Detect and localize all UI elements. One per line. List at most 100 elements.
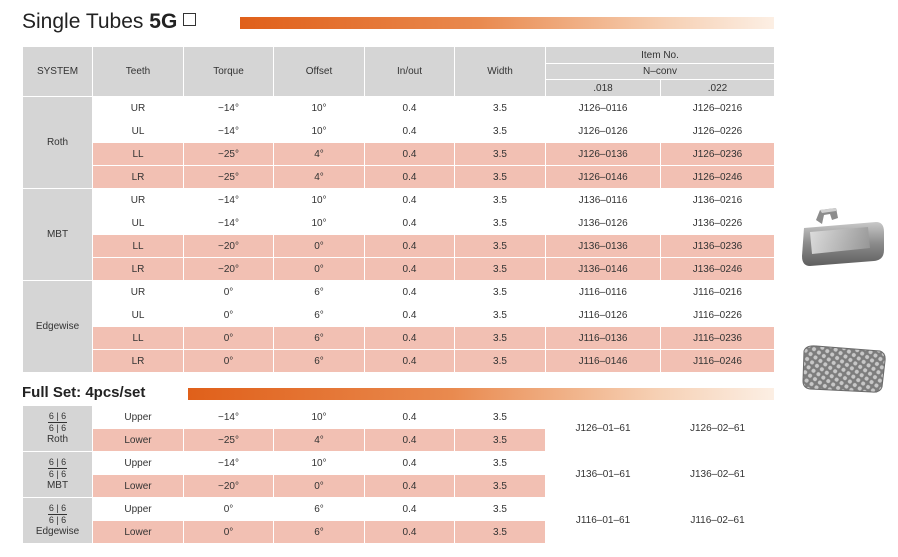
inout-cell: 0.4 [364,451,455,475]
width-cell: 3.5 [454,428,546,452]
teeth-cell: UL [92,303,184,327]
table-row: LR 0° 6° 0.4 3.5 J116–0146 J116–0246 [23,349,776,373]
torque-cell: −14° [183,451,274,475]
width-cell: 3.5 [454,303,546,327]
offset-cell: 10° [273,188,365,212]
width-cell: 3.5 [454,119,546,143]
item-018-cell: J136–0126 [545,211,661,235]
system-name-cell: Roth [22,96,93,189]
set-item-022-cell: J126–02–61 [660,405,775,452]
offset-cell: 10° [273,451,365,475]
torque-cell: 0° [183,520,274,544]
mesh-base-photo [802,345,886,393]
item-018-cell: J126–0116 [545,96,661,120]
width-cell: 3.5 [454,142,546,166]
inout-cell: 0.4 [364,142,455,166]
inout-cell: 0.4 [364,257,455,281]
header-teeth: Teeth [92,46,184,97]
offset-cell: 10° [273,119,365,143]
item-022-cell: J136–0236 [659,234,776,258]
table-row: Roth UR −14° 10° 0.4 3.5 J126–0116 J126–0216 [22,96,776,189]
torque-cell: −25° [183,165,274,189]
fraction-upper: 6 | 6 [47,457,68,469]
width-cell: 3.5 [454,451,546,475]
item-018-cell: J116–0126 [545,303,661,327]
item-022-cell: J116–0236 [659,326,776,350]
torque-cell: −14° [183,405,274,429]
set-item-022-cell: J116–02–61 [660,497,775,544]
inout-cell: 0.4 [364,165,455,189]
offset-cell: 6° [273,497,365,521]
table-row: MBT UR −14° 10° 0.4 3.5 J136–0116 J136–0216 [22,188,776,281]
torque-cell: 0° [183,303,274,327]
item-022-cell: J116–0246 [659,349,776,373]
teeth-cell: UL [92,119,184,143]
inout-cell: 0.4 [364,428,455,452]
torque-cell: −14° [183,188,274,212]
single-tubes-table: SYSTEM Teeth Torque Offset In/out Width … [22,46,776,373]
torque-cell: −14° [183,119,274,143]
torque-cell: −20° [183,257,274,281]
item-018-cell: J126–0136 [545,142,661,166]
offset-cell: 0° [273,257,365,281]
item-022-cell: J136–0216 [659,188,776,212]
header-system: SYSTEM [22,46,93,97]
teeth-cell: UL [92,211,184,235]
teeth-cell: LL [92,326,184,350]
set-item-018-cell: J116–01–61 [545,497,661,544]
teeth-cell: Upper [92,451,184,475]
item-022-cell: J126–0226 [659,119,776,143]
inout-cell: 0.4 [364,326,455,350]
system-name-cell: MBT [22,188,93,281]
inout-cell: 0.4 [364,349,455,373]
inout-cell: 0.4 [364,474,455,498]
teeth-cell: Lower [92,428,184,452]
buccal-tube-photo [802,208,884,266]
table-row: UL 0° 6° 0.4 3.5 J116–0126 J116–0226 [23,303,776,327]
width-cell: 3.5 [454,474,546,498]
item-018-cell: J116–0136 [545,326,661,350]
offset-cell: 10° [273,211,365,235]
width-cell: 3.5 [454,211,546,235]
item-022-cell: J126–0216 [659,96,776,120]
torque-cell: −25° [183,142,274,166]
fraction-upper: 6 | 6 [47,411,68,423]
item-022-cell: J136–0246 [659,257,776,281]
inout-cell: 0.4 [364,96,455,120]
width-cell: 3.5 [454,405,546,429]
inout-cell: 0.4 [364,280,455,304]
width-cell: 3.5 [454,280,546,304]
width-cell: 3.5 [454,234,546,258]
item-018-cell: J126–0146 [545,165,661,189]
inout-cell: 0.4 [364,520,455,544]
width-cell: 3.5 [454,349,546,373]
set-item-018-cell: J126–01–61 [545,405,661,452]
teeth-cell: Upper [92,497,184,521]
full-set-title: Full Set: 4pcs/set [22,384,146,401]
offset-cell: 0° [273,234,365,258]
header-inout: In/out [364,46,455,97]
width-cell: 3.5 [454,520,546,544]
table-row: LL −20° 0° 0.4 3.5 J136–0136 J136–0236 [23,234,776,258]
item-022-cell: J126–0236 [659,142,776,166]
offset-cell: 6° [273,303,365,327]
torque-cell: 0° [183,497,274,521]
item-018-cell: J116–0116 [545,280,661,304]
offset-cell: 10° [273,405,365,429]
item-018-cell: J136–0136 [545,234,661,258]
inout-cell: 0.4 [364,119,455,143]
torque-cell: −14° [183,211,274,235]
teeth-cell: UR [92,280,184,304]
offset-cell: 4° [273,165,365,189]
title-accent-bar [240,17,774,29]
torque-cell: −20° [183,474,274,498]
table-row: UL −14° 10° 0.4 3.5 J136–0126 J136–0226 [23,211,776,235]
set-item-018-cell: J136–01–61 [545,451,661,498]
teeth-cell: Lower [92,474,184,498]
teeth-cell: LR [92,257,184,281]
torque-cell: −25° [183,428,274,452]
